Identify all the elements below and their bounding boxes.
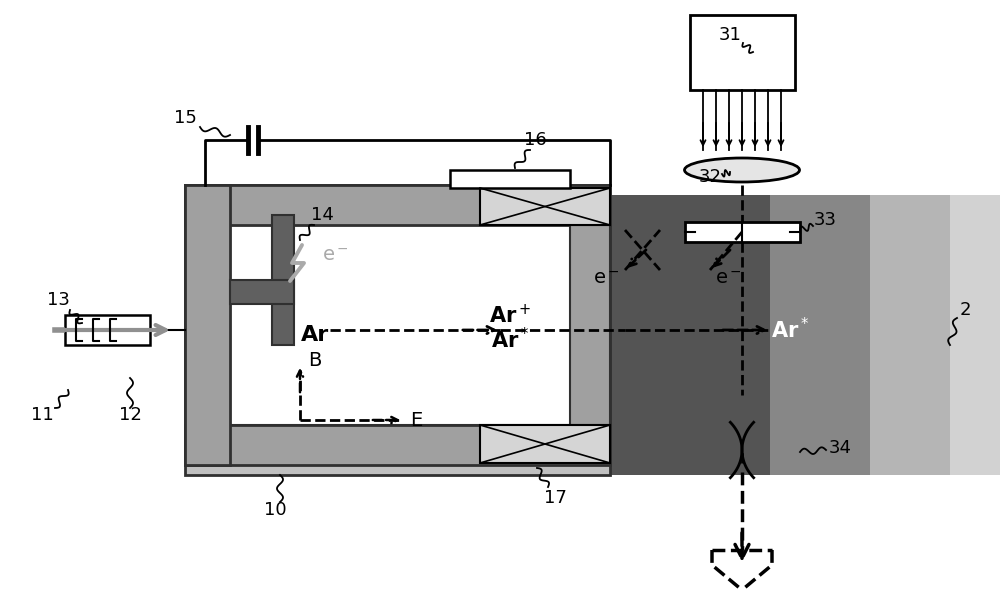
Text: Ar$^+$: Ar$^+$	[489, 303, 531, 327]
Text: 33: 33	[814, 211, 836, 229]
Text: e$^-$: e$^-$	[322, 245, 349, 264]
Bar	[185, 425, 610, 465]
Text: 16: 16	[524, 131, 546, 149]
Bar	[450, 170, 570, 188]
Text: B: B	[308, 351, 321, 370]
Text: 12: 12	[119, 406, 141, 424]
Text: 34: 34	[828, 439, 852, 457]
Text: 10: 10	[264, 501, 286, 519]
Text: 14: 14	[311, 206, 333, 224]
Text: Ar$^*$: Ar$^*$	[771, 318, 809, 343]
Bar	[770, 195, 870, 475]
Text: E: E	[410, 411, 422, 429]
Text: e$^-$: e$^-$	[715, 269, 742, 288]
Ellipse shape	[684, 158, 800, 182]
Text: 31: 31	[719, 26, 741, 44]
Bar	[185, 185, 610, 225]
Bar	[685, 222, 800, 242]
Text: 2: 2	[959, 301, 971, 319]
Bar	[610, 195, 770, 475]
Text: Ar$^*$: Ar$^*$	[491, 327, 529, 353]
Text: e$^-$: e$^-$	[593, 269, 620, 288]
Bar	[480, 188, 610, 225]
Bar	[870, 195, 950, 475]
Text: 11: 11	[31, 406, 53, 424]
Bar	[950, 195, 1000, 475]
Text: 13: 13	[47, 291, 69, 309]
Bar	[185, 185, 610, 475]
Text: 15: 15	[174, 109, 196, 127]
Bar	[230, 280, 294, 304]
Text: 17: 17	[544, 489, 566, 507]
Bar	[185, 185, 230, 465]
Bar	[230, 225, 575, 425]
Text: 32: 32	[698, 168, 722, 186]
Bar	[480, 425, 610, 463]
Bar	[570, 225, 610, 425]
Bar	[690, 15, 795, 90]
Text: Ar: Ar	[301, 325, 329, 345]
Bar	[65, 315, 150, 345]
Bar	[272, 215, 294, 345]
